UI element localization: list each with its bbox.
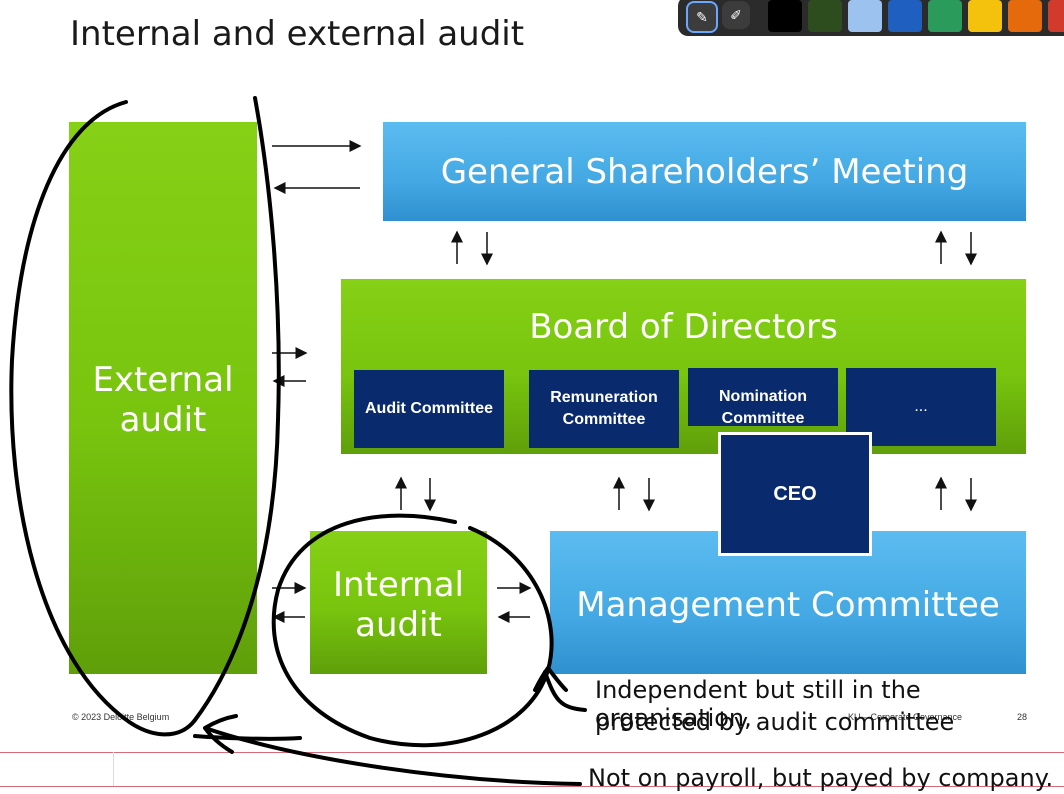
shareholders-meeting-label: General Shareholders’ Meeting <box>440 152 969 192</box>
color-swatch[interactable] <box>1048 0 1064 32</box>
board-of-directors-label: Board of Directors <box>529 307 838 347</box>
audit-committee-box: Audit Committee <box>354 370 504 448</box>
internal-audit-note-line2: protected by audit committee <box>595 708 955 736</box>
color-swatch[interactable] <box>928 0 962 32</box>
ruled-line <box>0 752 1064 753</box>
pen-tool-icon[interactable]: ✎ <box>686 1 718 33</box>
ceo-box: CEO <box>718 432 872 556</box>
highlighter-tool-icon[interactable]: ✐ <box>722 1 750 29</box>
internal-audit-box: Internal audit <box>310 531 487 674</box>
ink-stroke <box>193 734 302 741</box>
management-committee-label: Management Committee <box>576 585 1000 625</box>
color-swatch[interactable] <box>848 0 882 32</box>
color-swatch[interactable] <box>1008 0 1042 32</box>
external-audit-label: External audit <box>92 360 234 440</box>
shareholders-meeting-box: General Shareholders’ Meeting <box>383 122 1026 221</box>
external-audit-box: External audit <box>69 122 257 674</box>
page-number: 28 <box>1017 712 1028 722</box>
color-swatch[interactable] <box>768 0 802 32</box>
ink-arrow-internal <box>533 666 587 712</box>
color-swatch[interactable] <box>888 0 922 32</box>
ink-loop-internal <box>271 513 554 748</box>
color-swatch[interactable] <box>968 0 1002 32</box>
internal-audit-label: Internal audit <box>332 565 465 645</box>
color-swatch[interactable] <box>808 0 842 32</box>
remuneration-committee-box: Remuneration Committee <box>529 370 679 448</box>
slide-title: Internal and external audit <box>70 14 525 54</box>
ruled-line <box>0 786 1064 787</box>
ink-arrow-external <box>203 714 582 786</box>
external-audit-note: Not on payroll, but payed by company. <box>588 764 1054 792</box>
footer-course: KU – Corporate Governance <box>848 712 963 722</box>
ink-loop-external <box>9 96 281 737</box>
internal-audit-note-line1: Independent but still in the organisatio… <box>595 676 921 732</box>
nomination-committee-box: Nomination Committee <box>688 368 838 427</box>
annotation-toolbar: ✎ ✐ <box>678 0 1064 36</box>
ruled-divider <box>113 752 114 786</box>
